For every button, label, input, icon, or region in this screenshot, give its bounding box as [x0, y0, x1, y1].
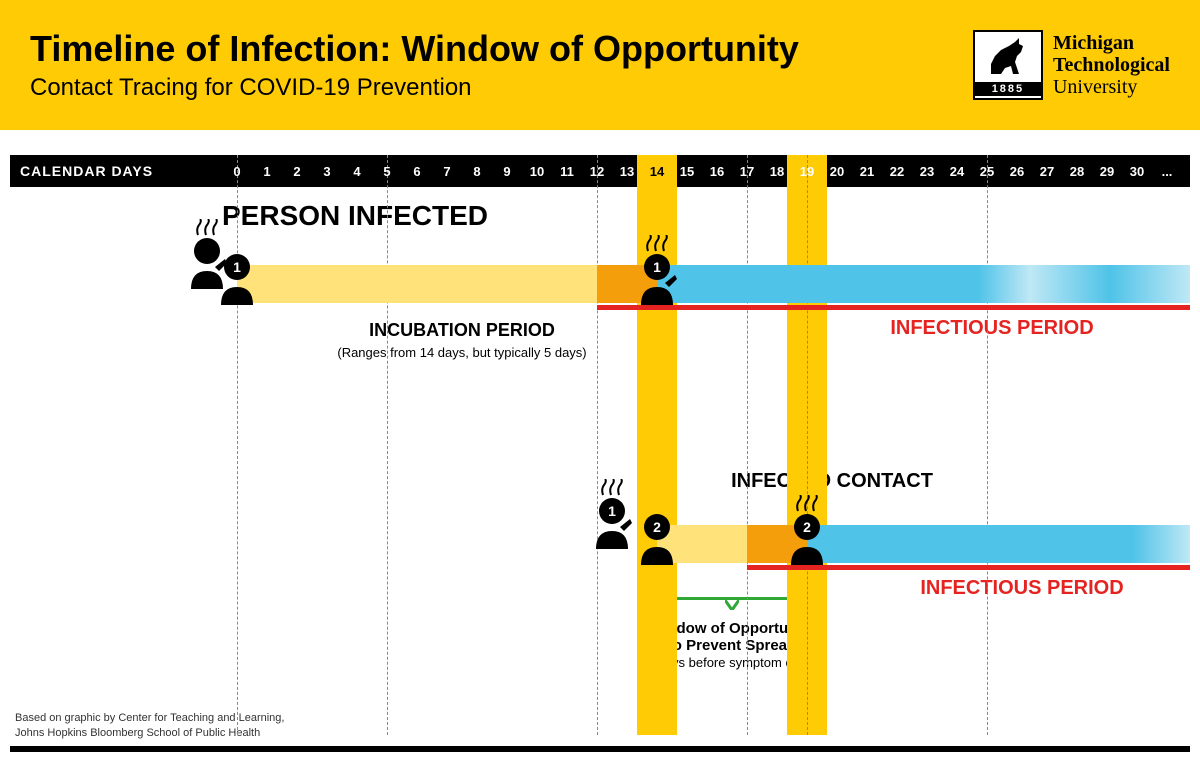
calendar-day: 16 [702, 164, 732, 179]
steam-icon [795, 495, 819, 513]
person-icon: 2 [785, 513, 829, 565]
calendar-day: 24 [942, 164, 972, 179]
husky-icon [987, 36, 1031, 76]
steam-icon [645, 235, 669, 253]
calendar-day: 29 [1092, 164, 1122, 179]
calendar-day: 15 [672, 164, 702, 179]
timeline-bar [807, 525, 1190, 563]
person-one-icon: 1 [215, 253, 259, 305]
calendar-day: 23 [912, 164, 942, 179]
calendar-day: 18 [762, 164, 792, 179]
chart-label: INCUBATION PERIOD(Ranges from 14 days, b… [282, 320, 642, 362]
guide-line [747, 155, 748, 735]
chart-label: PERSON INFECTED [222, 200, 622, 232]
calendar-day: 7 [432, 164, 462, 179]
chart-label: INFECTIOUS PERIOD [852, 317, 1132, 340]
svg-text:2: 2 [803, 519, 811, 535]
calendar-day: 13 [612, 164, 642, 179]
svg-text:1: 1 [608, 503, 616, 519]
calendar-day: 6 [402, 164, 432, 179]
guide-line [807, 155, 808, 735]
logo-badge: 1885 [973, 30, 1043, 100]
svg-text:2: 2 [653, 519, 661, 535]
calendar-day: 8 [462, 164, 492, 179]
guide-line [597, 155, 598, 735]
university-logo: 1885 Michigan Technological University [973, 30, 1170, 100]
guide-line [387, 155, 388, 735]
calendar-day: 5 [372, 164, 402, 179]
svg-text:1: 1 [653, 259, 661, 275]
calendar-day: 2 [282, 164, 312, 179]
guide-line [237, 155, 238, 735]
chart-label: INFECTIOUS PERIOD [882, 577, 1162, 600]
calendar-day: 1 [252, 164, 282, 179]
calendar-day: 27 [1032, 164, 1062, 179]
calendar-day: 26 [1002, 164, 1032, 179]
calendar-day: 19 [792, 164, 822, 179]
calendar-day: 30 [1122, 164, 1152, 179]
calendar-day: 28 [1062, 164, 1092, 179]
logo-year: 1885 [975, 82, 1041, 96]
person-icon: 1 [590, 497, 634, 549]
person-icon: 1 [635, 253, 679, 305]
window-bracket [657, 575, 807, 600]
calendar-day: 11 [552, 164, 582, 179]
calendar-trailing: ... [1152, 164, 1182, 179]
calendar-day: 20 [822, 164, 852, 179]
footer-credit: Based on graphic by Center for Teaching … [15, 711, 284, 740]
calendar-day: 17 [732, 164, 762, 179]
timeline-bar [237, 265, 597, 303]
infectious-line [597, 305, 1190, 310]
person-one-symptom-icon: 1 [635, 253, 679, 305]
page-title: Timeline of Infection: Window of Opportu… [30, 28, 799, 70]
footer-bar [10, 746, 1190, 752]
timeline-bar [657, 265, 1190, 303]
contact-from-person-one-icon: 1 [590, 497, 634, 549]
person-two-icon: 2 [635, 513, 679, 565]
calendar-day: 3 [312, 164, 342, 179]
chart-label: INFECTED CONTACT [702, 470, 962, 493]
person-icon: 1 [215, 253, 259, 305]
calendar-day: 12 [582, 164, 612, 179]
header-banner: Timeline of Infection: Window of Opportu… [0, 0, 1200, 130]
steam-icon [195, 219, 219, 237]
page-subtitle: Contact Tracing for COVID-19 Prevention [30, 74, 799, 102]
calendar-day: 21 [852, 164, 882, 179]
calendar-day: 25 [972, 164, 1002, 179]
timeline-chart: PERSON INFECTED INCUBATION PERIOD(Ranges … [10, 155, 1190, 750]
calendar-day: 4 [342, 164, 372, 179]
steam-icon [600, 479, 624, 497]
calendar-day: 22 [882, 164, 912, 179]
person-two-symptom-icon: 2 [785, 513, 829, 565]
calendar-days: 0123456789101112131415161718192021222324… [222, 164, 1190, 179]
guide-line [987, 155, 988, 735]
person-icon: 2 [635, 513, 679, 565]
logo-text: Michigan Technological University [1053, 32, 1170, 98]
calendar-day: 14 [642, 164, 672, 179]
infectious-line [747, 565, 1190, 570]
header-text: Timeline of Infection: Window of Opportu… [30, 28, 799, 102]
calendar-day: 0 [222, 164, 252, 179]
calendar-day: 9 [492, 164, 522, 179]
calendar-day: 10 [522, 164, 552, 179]
svg-text:1: 1 [233, 259, 241, 275]
